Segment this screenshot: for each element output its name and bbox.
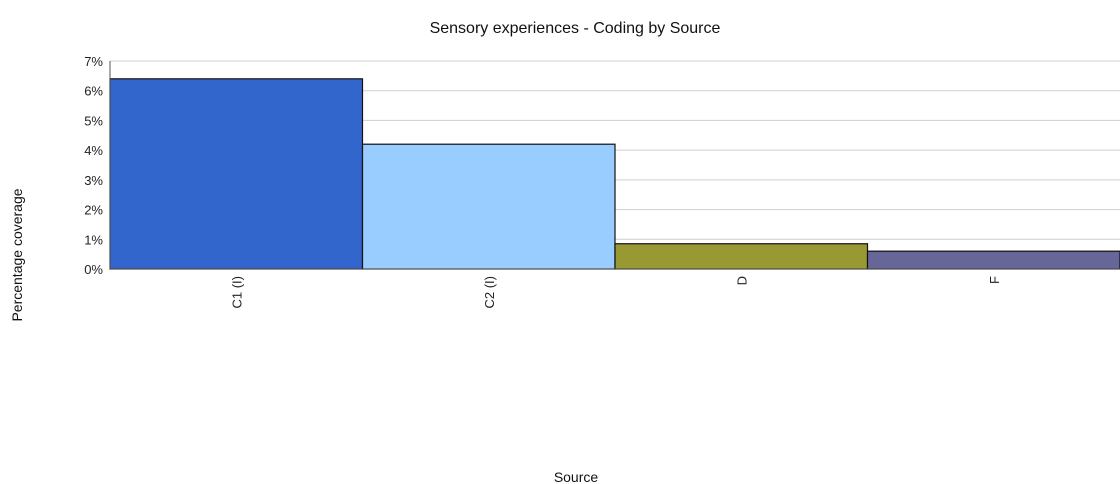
x-tick-label: D xyxy=(734,276,749,285)
y-tick-label: 0% xyxy=(84,262,103,277)
y-axis-label: Percentage coverage xyxy=(9,188,25,321)
chart-title: Sensory experiences - Coding by Source xyxy=(430,20,721,37)
x-tick-label: F xyxy=(987,276,1002,284)
y-tick-label: 1% xyxy=(84,232,103,247)
y-tick-label: 5% xyxy=(84,113,103,128)
y-tick-label: 6% xyxy=(84,84,103,99)
x-tick-labels: C1 (I) C2 (I) D F xyxy=(229,276,1002,309)
y-tick-label: 2% xyxy=(84,203,103,218)
y-tick-label: 3% xyxy=(84,173,103,188)
bar xyxy=(109,78,364,270)
y-tick-label: 4% xyxy=(84,143,103,158)
bar xyxy=(614,243,869,270)
bars xyxy=(109,78,1120,270)
x-tick-label: C2 (I) xyxy=(482,276,497,309)
x-axis-label: Source xyxy=(554,469,599,484)
y-tick-label: 7% xyxy=(84,54,103,69)
x-tick-label: C1 (I) xyxy=(229,276,244,309)
y-tick-labels: 0% 1% 2% 3% 4% 5% 6% 7% xyxy=(84,54,103,277)
bar xyxy=(866,250,1120,270)
axes xyxy=(109,61,1120,270)
bar xyxy=(361,143,616,270)
